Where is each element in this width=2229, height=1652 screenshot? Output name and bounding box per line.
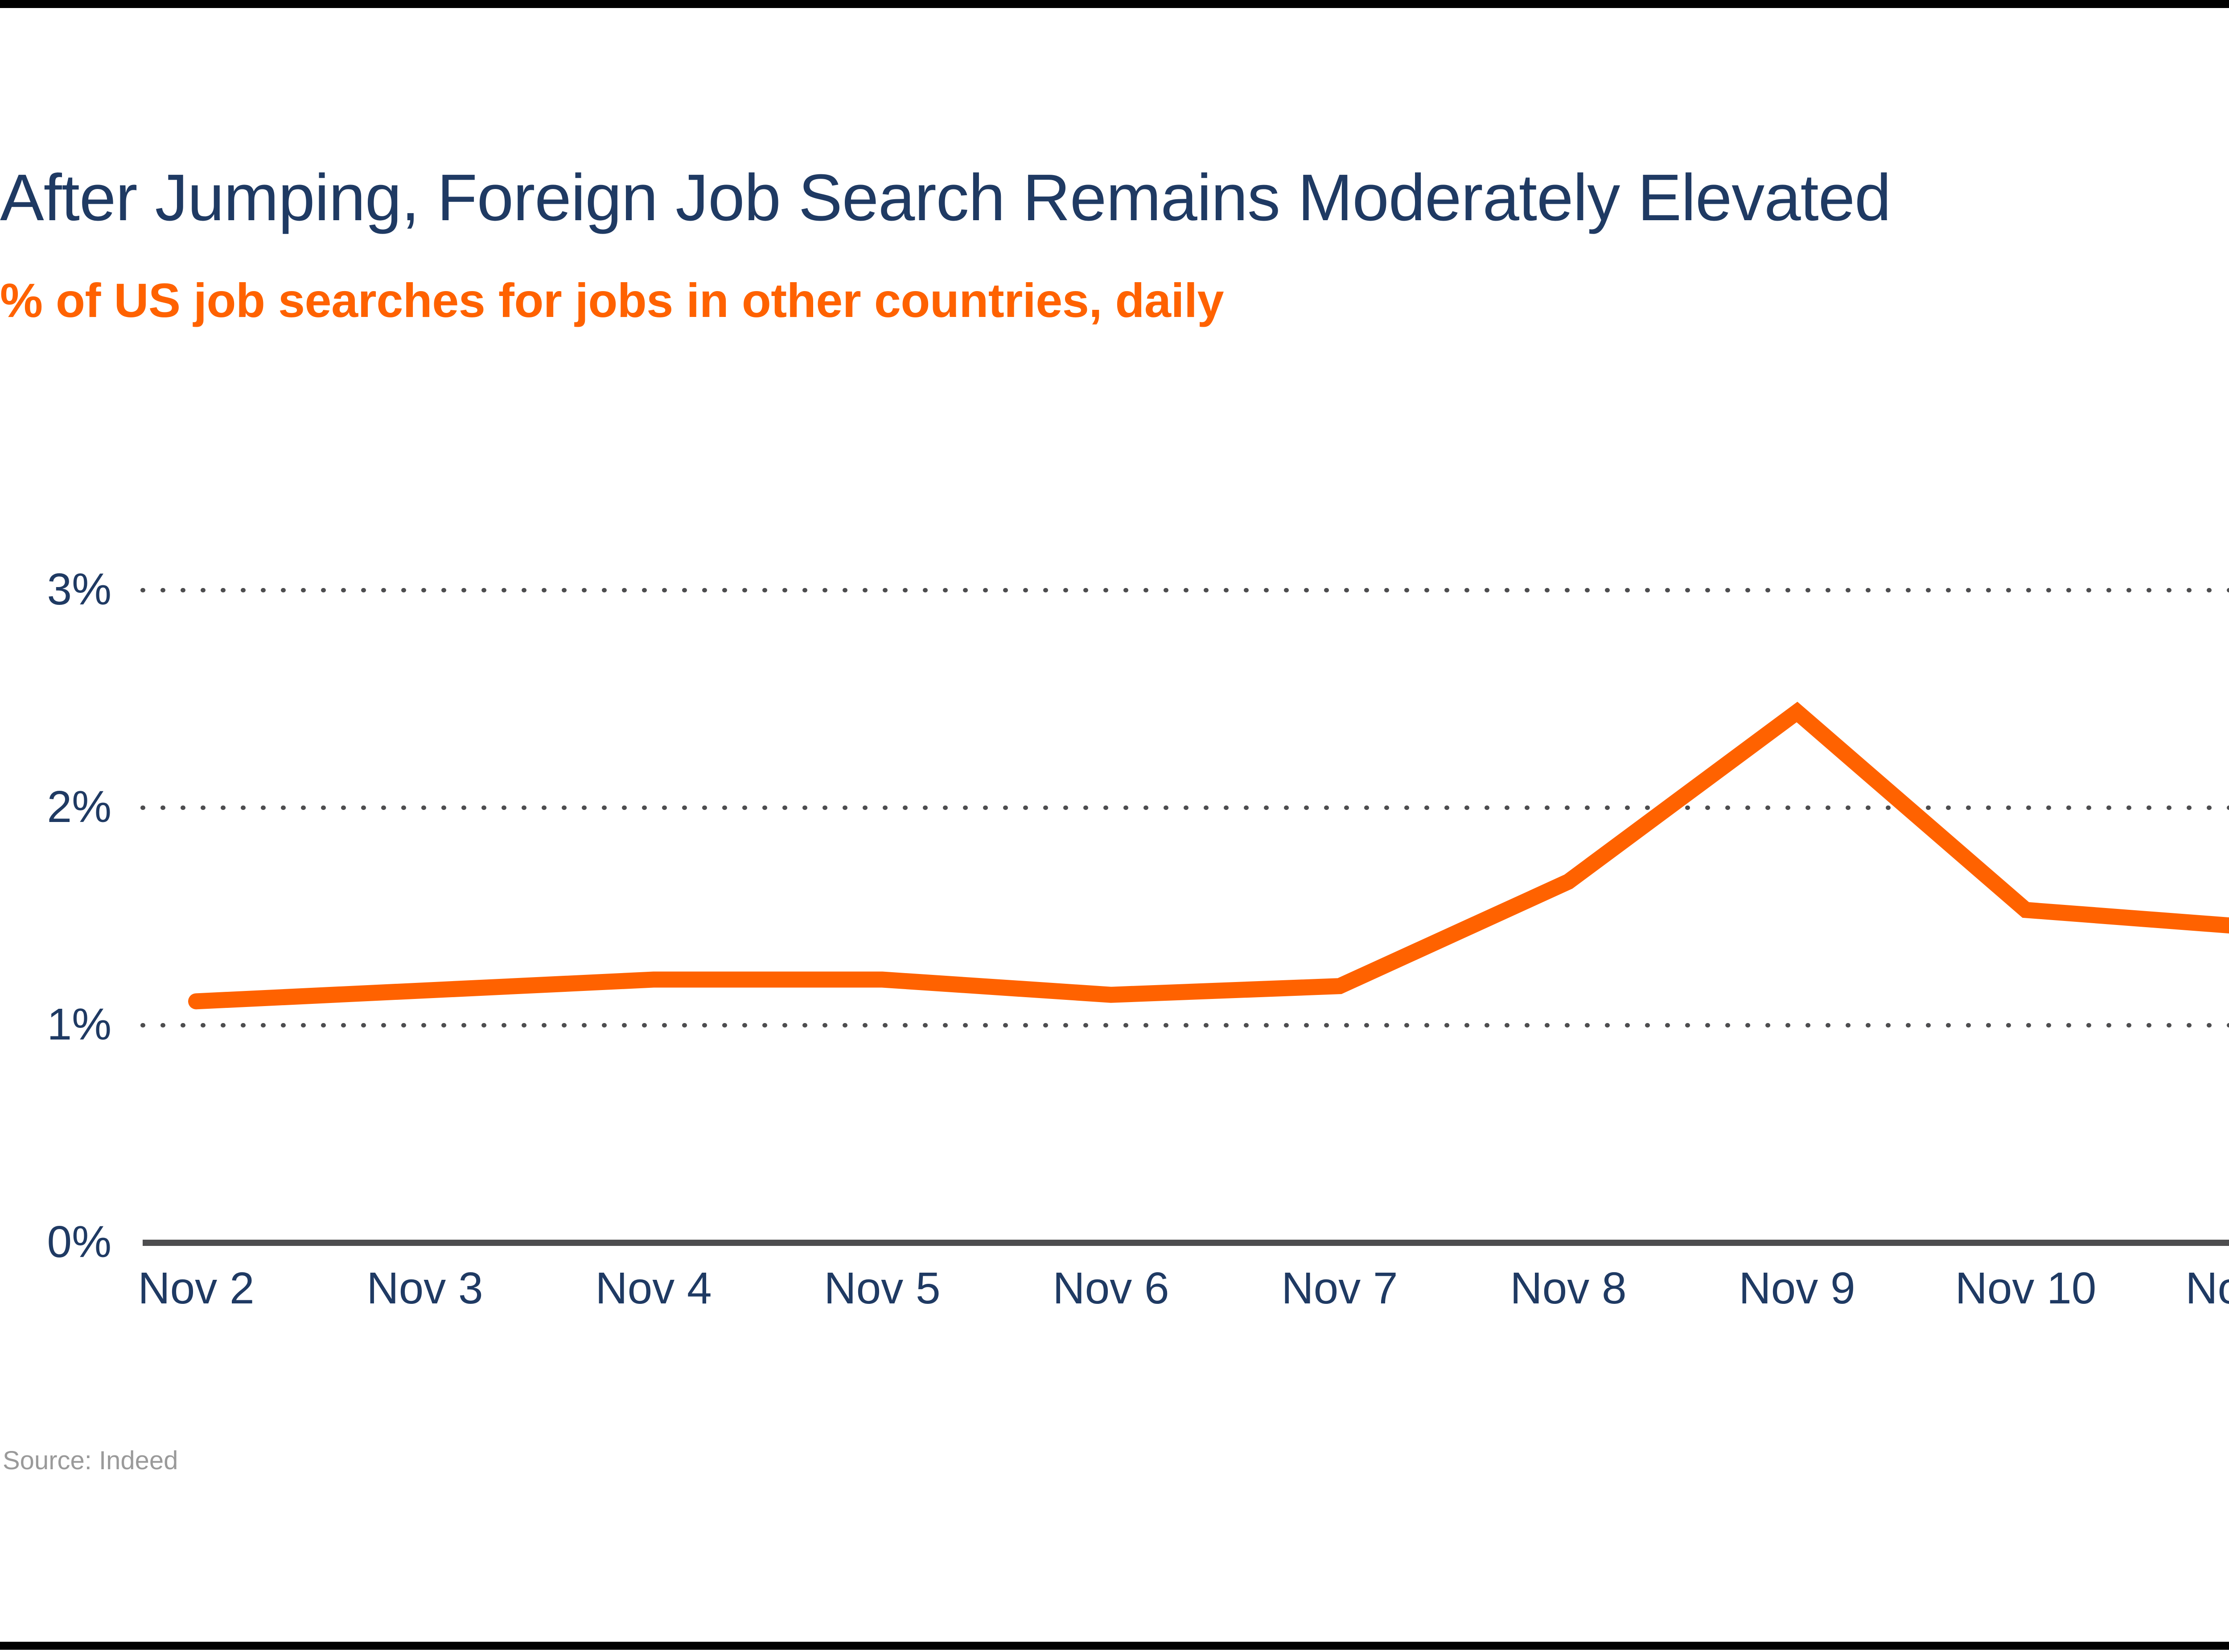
y-axis-tick-label: 2%: [47, 782, 111, 832]
y-axis-tick-label: 0%: [47, 1217, 111, 1267]
y-axis-tick-label: 1%: [47, 999, 111, 1049]
x-axis-tick-label: Nov 2: [138, 1263, 255, 1313]
top-frame-bar: [0, 0, 2229, 8]
source-note: Source: Indeed: [3, 1446, 178, 1475]
data-series-group: [188, 702, 2229, 1010]
bottom-frame-bar: [0, 1642, 2229, 1650]
x-axis-tick-label: Nov 8: [1510, 1263, 1627, 1313]
x-axis-tick-label: Nov 3: [366, 1263, 483, 1313]
data-line-series-0: [188, 702, 2229, 1010]
x-axis-tick-label: Nov 11: [2185, 1263, 2229, 1313]
x-axis-tick-label: Nov 9: [1739, 1263, 1855, 1313]
x-axis-tick-label: Nov 7: [1281, 1263, 1398, 1313]
x-axis-tick-label: Nov 4: [595, 1263, 712, 1313]
x-axis-tick-label: Nov 5: [824, 1263, 941, 1313]
y-axis-tick-label: 3%: [47, 564, 111, 614]
page-title: After Jumping, Foreign Job Search Remain…: [0, 161, 1891, 234]
page-subtitle: % of US job searches for jobs in other c…: [0, 273, 1224, 327]
x-axis-tick-label: Nov 6: [1053, 1263, 1169, 1313]
x-axis-tick-label: Nov 10: [1955, 1263, 2097, 1313]
